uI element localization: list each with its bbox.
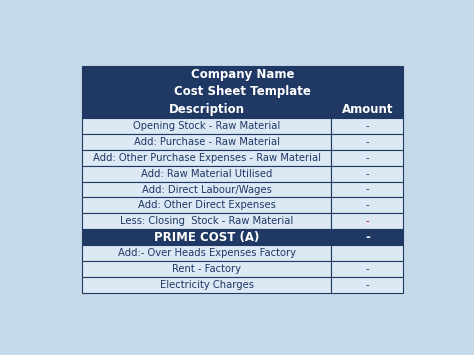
Text: -: - [365, 264, 369, 274]
Text: Less: Closing  Stock - Raw Material: Less: Closing Stock - Raw Material [120, 216, 293, 226]
FancyBboxPatch shape [82, 229, 331, 245]
FancyBboxPatch shape [331, 213, 403, 229]
Text: Add: Raw Material Utilised: Add: Raw Material Utilised [141, 169, 273, 179]
FancyBboxPatch shape [82, 166, 331, 181]
FancyBboxPatch shape [82, 181, 331, 197]
Text: -: - [365, 216, 369, 226]
FancyBboxPatch shape [331, 261, 403, 277]
Text: -: - [365, 231, 370, 244]
FancyBboxPatch shape [82, 150, 331, 166]
Text: Company Name: Company Name [191, 68, 295, 81]
FancyBboxPatch shape [331, 118, 403, 134]
Text: -: - [365, 169, 369, 179]
FancyBboxPatch shape [82, 277, 331, 293]
Text: Rent - Factory: Rent - Factory [173, 264, 241, 274]
FancyBboxPatch shape [82, 261, 331, 277]
FancyBboxPatch shape [331, 181, 403, 197]
Text: Electricity Charges: Electricity Charges [160, 280, 254, 290]
FancyBboxPatch shape [331, 277, 403, 293]
Text: -: - [365, 121, 369, 131]
FancyBboxPatch shape [82, 100, 331, 118]
Text: -: - [365, 201, 369, 211]
Text: Add: Other Purchase Expenses - Raw Material: Add: Other Purchase Expenses - Raw Mater… [93, 153, 321, 163]
Text: -: - [365, 137, 369, 147]
FancyBboxPatch shape [331, 197, 403, 213]
FancyBboxPatch shape [82, 134, 331, 150]
FancyBboxPatch shape [331, 166, 403, 181]
FancyBboxPatch shape [331, 229, 403, 245]
FancyBboxPatch shape [82, 66, 403, 83]
Text: -: - [365, 153, 369, 163]
Text: Add: Other Direct Expenses: Add: Other Direct Expenses [138, 201, 276, 211]
Text: Add: Direct Labour/Wages: Add: Direct Labour/Wages [142, 185, 272, 195]
FancyBboxPatch shape [82, 213, 331, 229]
Text: PRIME COST (A): PRIME COST (A) [154, 231, 259, 244]
Text: Opening Stock - Raw Material: Opening Stock - Raw Material [133, 121, 281, 131]
Text: -: - [365, 185, 369, 195]
Text: Add: Purchase - Raw Material: Add: Purchase - Raw Material [134, 137, 280, 147]
FancyBboxPatch shape [82, 197, 331, 213]
Text: Add:- Over Heads Expenses Factory: Add:- Over Heads Expenses Factory [118, 248, 296, 258]
FancyBboxPatch shape [331, 100, 403, 118]
Text: Description: Description [169, 103, 245, 116]
FancyBboxPatch shape [82, 83, 403, 100]
FancyBboxPatch shape [82, 245, 331, 261]
FancyBboxPatch shape [331, 245, 403, 261]
Text: Cost Sheet Template: Cost Sheet Template [174, 85, 311, 98]
FancyBboxPatch shape [82, 118, 331, 134]
Text: Amount: Amount [342, 103, 393, 116]
FancyBboxPatch shape [331, 150, 403, 166]
Text: -: - [365, 280, 369, 290]
FancyBboxPatch shape [331, 134, 403, 150]
